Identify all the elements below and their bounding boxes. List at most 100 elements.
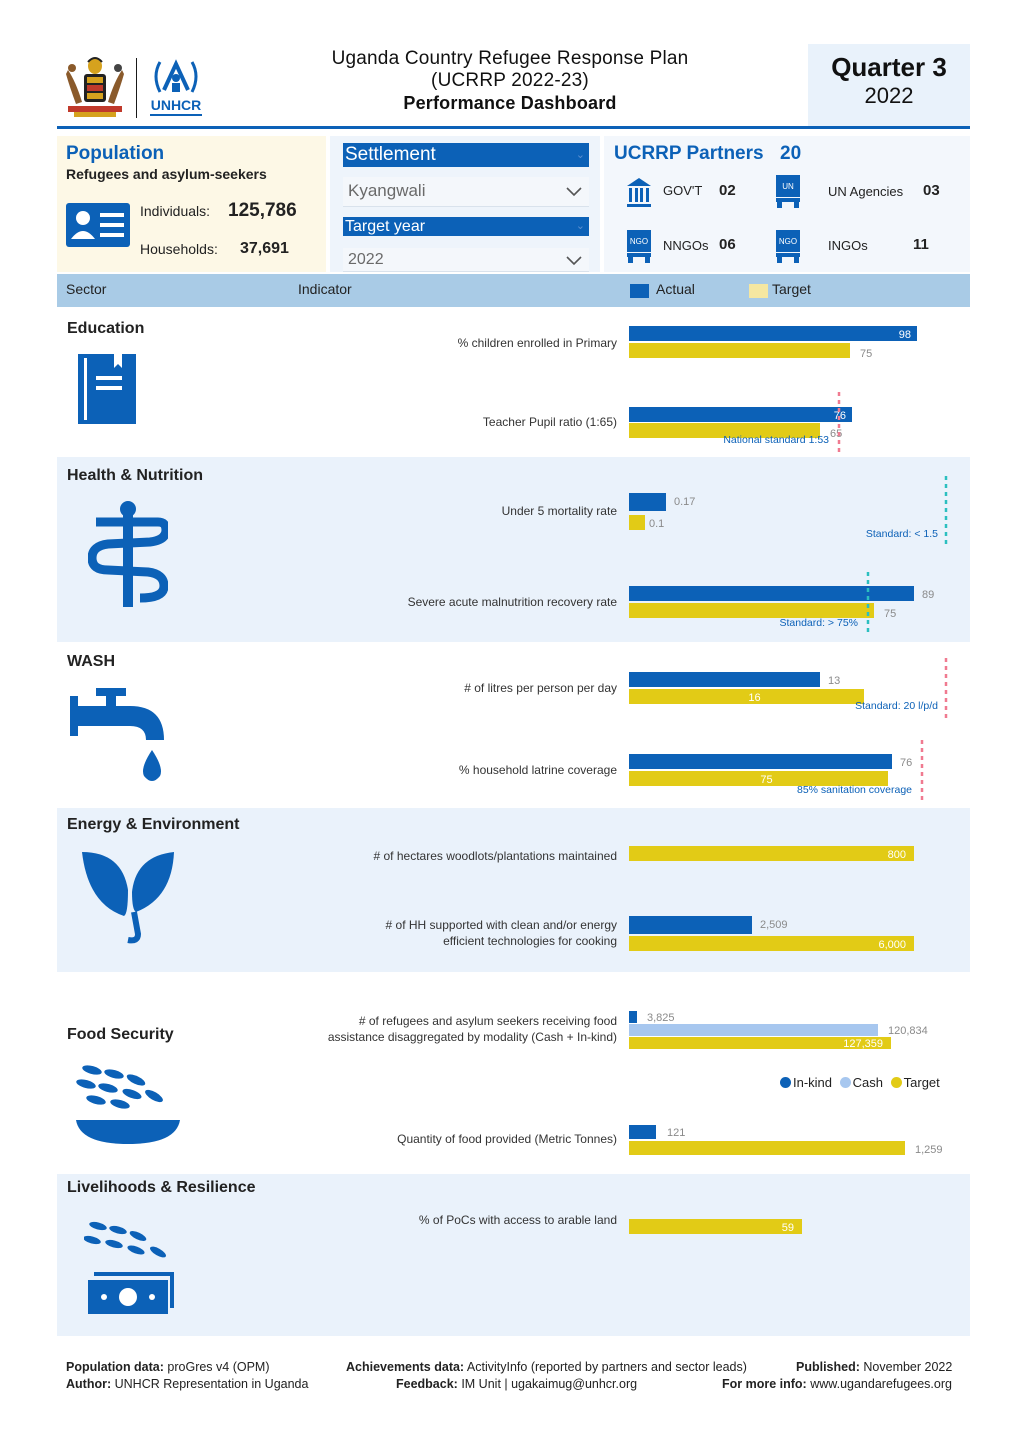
population-title: Population	[66, 143, 165, 164]
legend-dot-target	[890, 1077, 902, 1088]
quarter-label: Quarter 3	[831, 52, 947, 82]
indicator-label: % of PoCs with access to arable land	[419, 1213, 617, 1227]
footer-feedback-value[interactable]: IM Unit | ugakaimug@unhcr.org	[461, 1377, 638, 1391]
sector-title-health: Health & Nutrition	[67, 467, 203, 484]
quarter-box: Quarter 3 2022	[808, 44, 970, 126]
target-year-select[interactable]: 2022	[343, 248, 589, 272]
individuals-value: 125,786	[228, 200, 297, 221]
target-bar	[629, 515, 645, 530]
standard-threshold-label: Standard: > 75%	[779, 617, 858, 629]
legend-dot-inkind	[780, 1077, 791, 1088]
sector-title-energy: Energy & Environment	[67, 816, 240, 833]
actual-bar	[629, 326, 917, 341]
footer-achievements-value: ActivityInfo (reported by partners and s…	[466, 1360, 747, 1374]
legend-dot-cash	[839, 1077, 851, 1088]
settlement-filter-header: Settlement ⌄	[343, 143, 589, 167]
government-building-icon	[627, 178, 651, 207]
chevron-down-icon	[566, 256, 582, 266]
actual-value-label: 76	[900, 757, 912, 769]
legend-actual-swatch	[630, 284, 649, 298]
target-bar	[629, 689, 864, 704]
target-value-label: 65	[830, 428, 842, 440]
inkind-value-label: 3,825	[647, 1012, 675, 1024]
footer-achievements-label: Achievements data:	[346, 1360, 465, 1374]
food-legend-cash-label: Cash	[852, 1075, 884, 1090]
actual-bar	[629, 493, 666, 511]
ingos-value: 11	[913, 236, 929, 253]
inkind-bar	[629, 1125, 656, 1139]
actual-bar	[629, 916, 752, 934]
partners-title: UCRRP Partners	[614, 143, 764, 164]
target-bar	[629, 1037, 891, 1049]
id-card-icon	[66, 203, 130, 247]
settlement-filter-label: Settlement	[345, 144, 436, 165]
standard-threshold-label: Standard: < 1.5	[866, 528, 938, 540]
indicator-label: Under 5 mortality rate	[502, 504, 618, 518]
actual-value-label: 13	[828, 675, 840, 687]
chevron-down-icon	[566, 187, 582, 197]
govt-value: 02	[719, 182, 736, 199]
households-value: 37,691	[240, 240, 289, 257]
settlement-select[interactable]: Kyangwali	[343, 177, 589, 207]
footer-published: Published: November 2022	[796, 1360, 952, 1374]
cash-bar	[629, 1024, 878, 1036]
food-legend-target: Target	[890, 1075, 940, 1090]
indicator-label: % children enrolled in Primary	[458, 336, 617, 350]
un-agencies-value: 03	[923, 182, 940, 199]
indicator-label: Severe acute malnutrition recovery rate	[408, 595, 618, 609]
standard-threshold-label: 85% sanitation coverage	[797, 784, 912, 796]
target-bar	[629, 771, 888, 786]
target-year-filter-header: Target year ⌄	[343, 217, 589, 236]
target-bar	[629, 343, 850, 358]
footer-feedback-label: Feedback:	[396, 1377, 458, 1391]
nngos-label: NNGOs	[663, 238, 709, 253]
indicator-label: # of hectares woodlots/plantations maint…	[374, 849, 618, 863]
column-header-bar	[57, 274, 970, 307]
food-bowl-icon	[76, 1065, 180, 1144]
target-bar	[629, 846, 914, 861]
unhcr-logo: UNHCR	[150, 59, 202, 116]
footer-published-value: November 2022	[863, 1360, 953, 1374]
indicator-label: # of HH supported with clean and/or ener…	[386, 918, 617, 932]
un-agencies-label: UN Agencies	[828, 184, 904, 199]
target-value-label: 127,359	[843, 1038, 883, 1050]
nngos-value: 06	[719, 236, 736, 253]
food-legend-cash: Cash	[839, 1075, 884, 1090]
indicator-label: Quantity of food provided (Metric Tonnes…	[397, 1132, 617, 1146]
target-value-label: 800	[888, 849, 906, 861]
svg-text:NGO: NGO	[779, 237, 797, 246]
sector-title-livelihoods: Livelihoods & Resilience	[67, 1179, 256, 1196]
footer-population-label: Population data:	[66, 1360, 164, 1374]
un-agency-building-icon: UN	[776, 175, 800, 208]
actual-bar	[629, 407, 852, 422]
target-bar	[629, 603, 874, 618]
column-header-sector: Sector	[66, 281, 107, 297]
target-bar	[629, 936, 914, 951]
footer-more-info-label: For more info:	[722, 1377, 807, 1391]
food-legend-inkind: In-kind	[780, 1075, 832, 1090]
legend-target-swatch	[749, 284, 768, 298]
svg-text:UNHCR: UNHCR	[151, 97, 202, 113]
cash-value-label: 120,834	[888, 1025, 928, 1037]
quarter-year: 2022	[864, 83, 914, 108]
target-year-select-value: 2022	[348, 251, 384, 268]
water-tap-icon	[70, 688, 164, 781]
footer-more-info: For more info: www.ugandarefugees.org	[722, 1377, 952, 1391]
footer-author-value: UNHCR Representation in Uganda	[114, 1377, 309, 1391]
footer-published-label: Published:	[796, 1360, 860, 1374]
cash-livelihood-icon	[84, 1221, 174, 1314]
chevron-down-icon: ⌄	[575, 220, 585, 232]
standard-threshold-label: Standard: 20 l/p/d	[855, 700, 938, 712]
footer-population-source: Population data: proGres v4 (OPM)	[66, 1360, 270, 1374]
individuals-label: Individuals:	[140, 203, 211, 219]
actual-bar	[629, 754, 892, 769]
dashboard-title-line1: Uganda Country Refugee Response Plan	[331, 48, 689, 69]
footer-more-info-link[interactable]: www.ugandarefugees.org	[810, 1377, 952, 1391]
inkind-bar	[629, 1011, 637, 1023]
target-value-label: 75	[884, 608, 896, 620]
legend-target-label: Target	[772, 281, 811, 297]
target-value-label: 6,000	[878, 939, 906, 951]
actual-value-label: 2,509	[760, 919, 788, 931]
medical-caduceus-icon	[88, 501, 168, 607]
plant-sprout-icon	[82, 852, 174, 944]
